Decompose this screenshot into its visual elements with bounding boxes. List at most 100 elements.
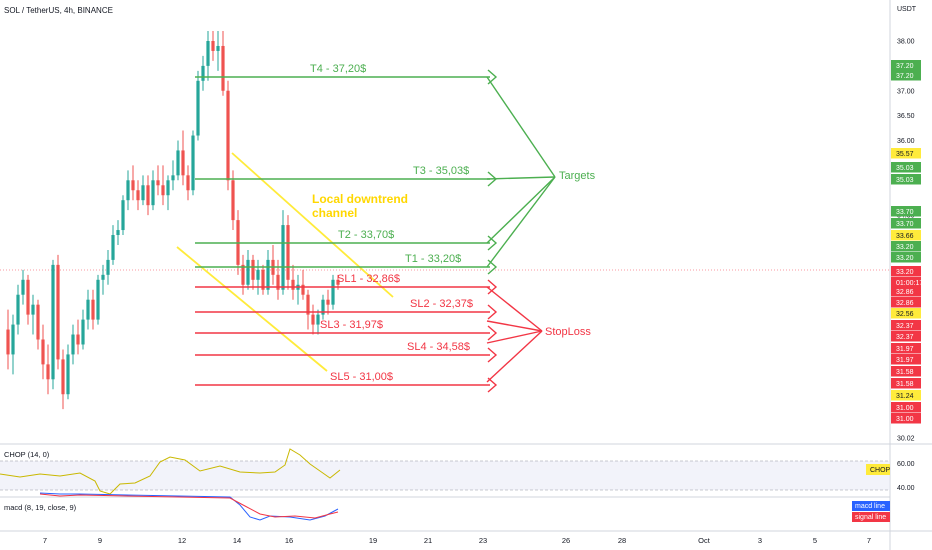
candle-body	[121, 200, 125, 231]
candles-layer	[6, 31, 340, 410]
macd-line	[39, 492, 339, 521]
price-label-text: 32.37	[896, 323, 914, 330]
price-label-text: 33.20	[896, 244, 914, 251]
price-label-badge	[891, 206, 921, 217]
price-label-text: 32.86	[896, 289, 914, 296]
candle-body	[316, 314, 320, 325]
candle-body	[281, 225, 285, 290]
price-label-text: 37.20	[896, 63, 914, 70]
candle-body	[226, 90, 230, 181]
price-label-badge	[891, 390, 921, 401]
level-arrowhead	[487, 325, 498, 341]
price-label-text: 37.20	[896, 73, 914, 80]
candle-body	[141, 185, 145, 201]
price-label-text: 31.24	[896, 393, 914, 400]
price-label-badge	[891, 402, 921, 413]
candle-body	[241, 264, 245, 285]
price-label-badge	[891, 60, 921, 71]
candle-body	[21, 279, 25, 295]
level-label: T2 - 33,70$	[338, 229, 394, 241]
chop-badge	[866, 464, 890, 475]
stoploss-connector	[486, 320, 543, 332]
price-label-text: 01:00:17	[896, 280, 923, 287]
candle-body	[276, 274, 280, 290]
candle-body	[61, 359, 65, 395]
chop-title: CHOP (14, 0)	[4, 450, 50, 459]
price-label-text: 32.86	[896, 300, 914, 307]
level-label: SL4 - 34,58$	[407, 341, 470, 353]
candle-body	[286, 225, 290, 280]
price-label-badge	[891, 354, 921, 365]
price-label-badge	[891, 230, 921, 241]
price-label-badge	[891, 413, 921, 424]
targets-connector	[486, 176, 556, 268]
candle-body	[321, 299, 325, 315]
price-label-badge	[891, 241, 921, 252]
price-label-badge	[891, 252, 921, 263]
candle-body	[96, 279, 100, 320]
time-axis[interactable]: 7 9 12 14 16 19 21 23 26 28 Oct 3 5 7	[43, 536, 871, 545]
candle-body	[56, 264, 60, 360]
targets-connector	[486, 76, 556, 178]
candle-body	[131, 180, 135, 191]
price-label-badge	[891, 148, 921, 159]
candle-body	[11, 324, 15, 355]
time-tick: 9	[98, 536, 102, 545]
price-label-text: 35.57	[896, 151, 914, 158]
candle-body	[161, 185, 165, 196]
candle-body	[81, 319, 85, 345]
level-label: SL5 - 31,00$	[330, 371, 393, 383]
time-tick: 7	[43, 536, 47, 545]
price-tick: 38.00	[897, 39, 915, 46]
price-label-badge	[891, 308, 921, 319]
channel-upper-line[interactable]	[231, 152, 394, 298]
price-label-text: 35.03	[896, 177, 914, 184]
targets-label: Targets	[559, 170, 596, 182]
price-label-badge	[891, 174, 921, 185]
time-tick: 21	[424, 536, 432, 545]
candle-body	[6, 329, 10, 355]
chop-badge-text: CHOP	[870, 467, 891, 474]
price-pane[interactable]	[0, 0, 890, 444]
candle-body	[186, 175, 190, 191]
price-label-badge	[891, 286, 921, 297]
candle-body	[126, 180, 130, 201]
chop-line	[0, 448, 341, 495]
candle-body	[181, 150, 185, 176]
time-tick: 19	[369, 536, 377, 545]
candle-body	[91, 299, 95, 320]
candle-body	[216, 45, 220, 51]
candle-body	[16, 294, 20, 325]
candle-body	[201, 65, 205, 81]
price-label-text: 32.56	[896, 311, 914, 318]
level-label: T3 - 35,03$	[413, 165, 469, 177]
channel-label-line2: channel	[312, 206, 357, 220]
price-label-badge	[891, 70, 921, 81]
candle-body	[76, 334, 80, 345]
level-arrowhead	[487, 279, 498, 295]
level-lines[interactable]: T4 - 37,20$ T3 - 35,03$ T2 - 33,70$ T1 - 33…	[195, 63, 498, 393]
signal-line-badge	[852, 512, 890, 522]
time-tick: 5	[813, 536, 817, 545]
price-label-text: 33.20	[896, 255, 914, 262]
time-tick: 3	[758, 536, 762, 545]
price-label-badge	[891, 218, 921, 229]
price-label-text: 31.58	[896, 369, 914, 376]
price-label-badge	[891, 320, 921, 331]
candle-body	[191, 135, 195, 191]
candle-body	[71, 334, 75, 355]
candle-body	[41, 339, 45, 365]
time-tick: 16	[285, 536, 293, 545]
candle-body	[331, 279, 335, 305]
macd-title: macd (8, 19, close, 9)	[4, 503, 77, 512]
price-tick: 36.00	[897, 138, 915, 145]
candle-body	[156, 180, 160, 186]
candle-body	[116, 230, 120, 236]
candle-body	[46, 364, 50, 380]
candle-body	[326, 299, 330, 305]
candle-body	[256, 269, 260, 280]
candle-body	[336, 279, 340, 285]
stoploss-label: StopLoss	[545, 326, 591, 338]
candle-body	[261, 269, 265, 290]
